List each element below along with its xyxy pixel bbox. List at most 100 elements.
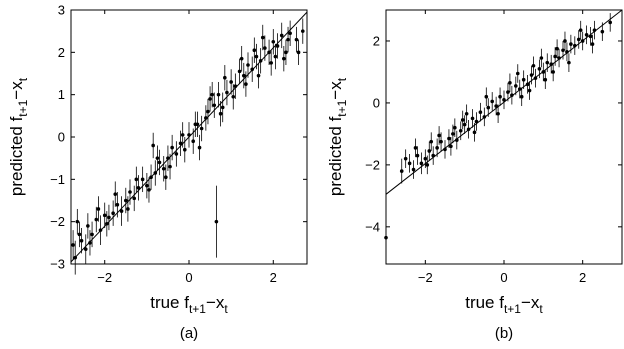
- y-tick-label: 0: [58, 130, 65, 145]
- data-point: [233, 84, 238, 88]
- data-point: [128, 190, 132, 194]
- x-tick-label: 2: [579, 270, 586, 285]
- data-point: [88, 241, 92, 245]
- data-point: [71, 243, 75, 247]
- data-point: [600, 29, 605, 34]
- data-point: [580, 39, 585, 43]
- data-point: [451, 132, 455, 136]
- data-point: [250, 67, 255, 72]
- data-point: [174, 152, 179, 156]
- data-point: [478, 110, 483, 115]
- data-point: [496, 111, 500, 116]
- data-point: [588, 34, 593, 39]
- panel-b-ylabel: predicted ft+1−xt: [326, 77, 349, 196]
- data-point: [263, 46, 267, 50]
- data-point: [199, 126, 204, 131]
- data-point: [549, 62, 553, 67]
- data-point: [79, 238, 84, 243]
- data-point: [545, 60, 550, 65]
- panel-a-caption: (a): [180, 325, 198, 342]
- data-point: [407, 161, 412, 166]
- data-point: [403, 156, 408, 161]
- data-point: [206, 109, 210, 114]
- data-point: [107, 215, 111, 220]
- panel-b-points: [384, 13, 612, 244]
- x-tick-label: −2: [418, 270, 433, 285]
- data-point: [590, 42, 595, 46]
- data-point: [484, 94, 489, 99]
- x-tick-label: −2: [97, 270, 112, 285]
- data-point: [123, 198, 128, 203]
- data-point: [77, 232, 82, 237]
- y-tick-label: −4: [365, 219, 380, 234]
- data-point: [284, 50, 288, 55]
- panel-a-xlabel: true ft+1−xt: [150, 293, 228, 316]
- data-point: [267, 50, 271, 55]
- data-point: [94, 217, 99, 222]
- data-point: [155, 156, 160, 160]
- panel-a-ticks: −2 0 2 −3 −2 −1 0 1 2 3: [50, 3, 307, 285]
- data-point: [260, 35, 265, 40]
- data-point: [90, 232, 94, 237]
- data-point: [132, 196, 137, 201]
- data-point: [237, 69, 242, 74]
- data-point: [105, 221, 109, 226]
- y-tick-label: 1: [58, 87, 65, 102]
- data-point: [466, 127, 471, 132]
- data-point: [525, 82, 530, 87]
- data-point: [531, 63, 536, 68]
- data-point: [300, 29, 305, 33]
- x-tick-label: 0: [500, 270, 507, 285]
- data-point: [223, 75, 227, 80]
- data-point: [553, 54, 557, 59]
- data-point: [271, 39, 276, 44]
- data-point: [182, 147, 187, 152]
- panel-a: −2 0 2 −3 −2 −1 0 1 2 3 true ft+1−xt (a) predicte…: [7, 3, 308, 342]
- data-point: [273, 54, 278, 59]
- data-point: [431, 153, 436, 158]
- data-point: [482, 115, 487, 119]
- data-point: [458, 129, 463, 133]
- data-point: [244, 82, 248, 86]
- data-point: [578, 28, 583, 32]
- data-point: [147, 188, 151, 192]
- data-point: [474, 119, 479, 124]
- data-point: [494, 104, 498, 108]
- data-point: [514, 84, 518, 88]
- data-point: [111, 211, 115, 215]
- panel-b-caption: (b): [495, 325, 513, 342]
- data-point: [413, 146, 418, 150]
- data-point: [464, 111, 469, 116]
- data-point: [561, 48, 565, 53]
- data-point: [161, 166, 166, 171]
- data-point: [411, 167, 416, 172]
- data-point: [447, 136, 451, 141]
- data-point: [455, 138, 459, 142]
- data-point: [269, 61, 273, 65]
- y-tick-label: −2: [50, 214, 65, 229]
- data-point: [486, 105, 491, 110]
- data-point: [565, 50, 569, 54]
- data-point: [419, 161, 424, 166]
- y-tick-label: −2: [365, 157, 380, 172]
- data-point: [429, 139, 434, 144]
- panel-b-ticks: −2 0 2 −4 −2 0 2: [365, 10, 622, 285]
- data-point: [508, 80, 512, 85]
- data-point: [73, 255, 78, 260]
- data-point: [178, 141, 183, 146]
- data-point: [470, 116, 475, 121]
- data-point: [98, 228, 103, 232]
- data-point: [258, 59, 263, 63]
- data-point: [443, 147, 447, 152]
- data-point: [543, 77, 548, 82]
- data-point: [229, 80, 233, 84]
- data-point: [216, 92, 221, 97]
- panel-a-points: [71, 18, 305, 275]
- data-point: [527, 88, 532, 93]
- data-point: [157, 160, 162, 165]
- data-point: [191, 139, 196, 144]
- data-point: [187, 133, 191, 137]
- data-point: [399, 169, 404, 173]
- data-point: [246, 63, 250, 67]
- data-point: [275, 44, 280, 48]
